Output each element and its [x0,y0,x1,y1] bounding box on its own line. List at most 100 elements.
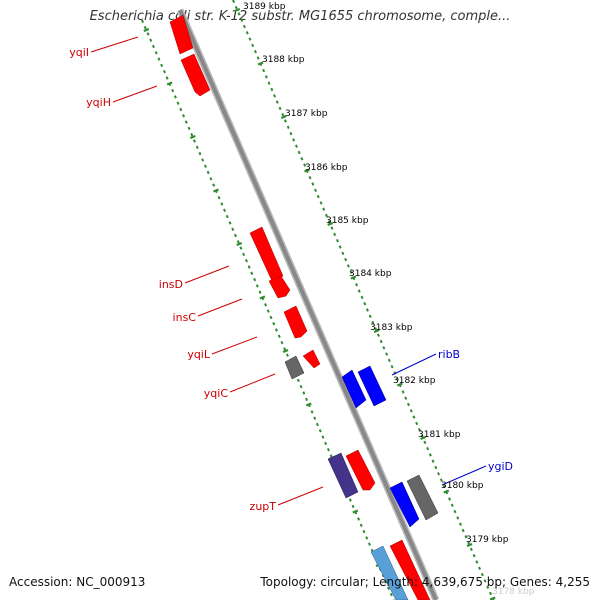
gene-label-insD[interactable]: insD [159,278,183,291]
tick-mark [326,448,330,452]
gene-insD[interactable] [249,226,284,282]
tick-mark [480,572,484,577]
gene-label-ribB[interactable]: ribB [438,348,460,361]
tick-mark [160,63,164,68]
tick-mark [376,333,380,337]
gene-yqiC[interactable] [302,349,321,369]
tick-mark [296,378,300,383]
tick-mark [192,139,196,143]
tick-mark [262,68,266,73]
tick-mark [302,391,306,395]
tick-mark [162,70,166,74]
tick-mark [223,208,227,212]
tick-mark [415,421,419,426]
gene-insC[interactable] [268,275,291,299]
tick-mark [322,207,326,211]
major-tick-mark [350,275,357,280]
tick-mark [389,592,393,597]
tick-mark [423,440,427,444]
tick-mark [472,554,476,558]
tick-mark [182,114,186,118]
gene-ygiD-left[interactable] [389,481,420,528]
tick-mark [308,176,312,180]
gene-bottom-lightblue[interactable] [370,545,409,600]
tick-mark [428,453,432,457]
pointer-insC [197,298,243,317]
tick-mark [303,163,307,167]
tick-mark [272,322,276,326]
gene-ygiD[interactable] [406,474,439,521]
gene-label-yqiI[interactable]: yqiI [69,46,89,59]
major-tick-mark [236,241,243,247]
tick-mark [324,213,328,218]
chromosome-backbone [176,8,440,600]
tick-mark [187,126,191,131]
tick-mark [368,314,372,318]
tick-mark [289,131,293,136]
major-tick-mark [257,61,264,66]
tick-mark [450,503,454,507]
tick-mark [269,315,273,320]
tick-mark [264,303,268,307]
gene-zupT-neighbor[interactable] [327,452,359,499]
tick-mark [341,251,345,255]
ruler-label: 3183 kbp [370,323,413,333]
gene-labels: yqiI yqiH insD insC yqiL yqiC zupT ribB … [69,46,513,513]
tick-mark [385,352,389,356]
tick-mark [154,51,158,55]
tick-mark [365,308,369,312]
tick-mark [439,478,443,482]
major-tick-mark [280,114,287,120]
tick-mark [417,428,421,432]
major-tick-mark [234,7,241,13]
tick-mark [387,358,391,363]
gene-yqiC-pseudo[interactable] [284,355,305,380]
tick-mark [228,221,232,225]
tick-mark [486,585,490,589]
accession-text: Accession: NC_000913 [9,575,146,589]
gene-yqiH[interactable] [180,53,211,97]
tick-mark [212,183,216,187]
tick-mark [273,94,277,98]
gene-label-yqiH[interactable]: yqiH [86,96,111,109]
tick-mark [461,528,465,533]
gene-label-yqiL[interactable]: yqiL [187,348,211,361]
major-tick-mark [213,188,219,193]
label-pointers [90,36,487,506]
gene-yqiI[interactable] [169,14,194,55]
tick-mark [275,100,279,104]
gene-label-insC[interactable]: insC [173,311,197,324]
ruler-label: 3178 kbp [492,587,535,597]
gene-ribB-a[interactable] [341,369,367,409]
gene-yqiL[interactable] [283,305,308,339]
tick-mark [173,95,177,99]
tick-mark [467,541,471,545]
tick-mark [220,202,224,206]
tick-mark [253,277,257,282]
major-tick-mark [396,382,403,387]
major-tick-mark [466,542,473,548]
tick-mark [285,353,289,357]
ruler-label: 3180 kbp [441,481,484,491]
tick-mark [209,177,213,181]
gene-ribB[interactable] [357,365,387,407]
tick-mark [310,410,314,414]
gene-label-zupT[interactable]: zupT [250,500,277,513]
gene-label-ygiD[interactable]: ygiD [488,460,513,473]
tick-mark [434,465,438,470]
tick-mark [324,441,328,446]
tick-mark [176,101,180,105]
tick-mark [357,289,361,293]
tick-mark [184,120,188,124]
tick-mark [190,133,194,137]
gene-bottom-red[interactable] [389,539,431,600]
tick-mark [283,119,287,123]
gene-zupT[interactable] [345,449,376,491]
tick-mark [349,270,353,274]
tick-mark [384,580,388,584]
tick-mark [319,201,323,205]
major-tick-mark [352,509,359,514]
gene-label-yqiC[interactable]: yqiC [204,387,229,400]
tick-mark [242,24,246,29]
